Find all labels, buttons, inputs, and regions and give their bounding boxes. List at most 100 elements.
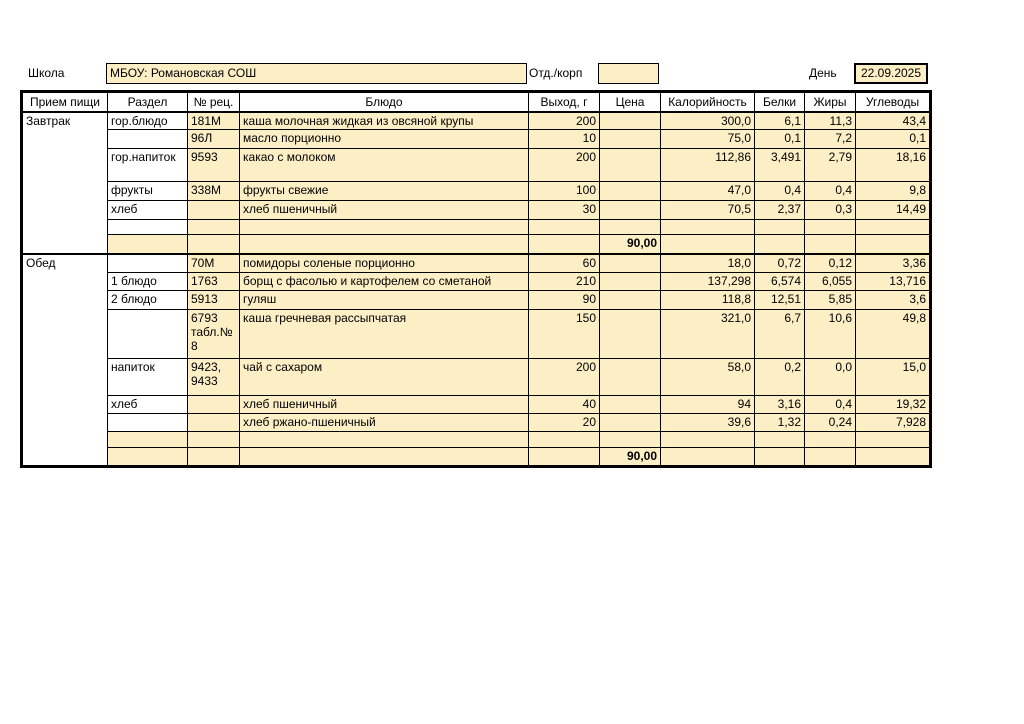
cal-cell: 58,0: [660, 358, 755, 396]
rec-cell: 6793 табл.№ 8: [187, 309, 240, 359]
fat-cell: 0,4: [804, 181, 856, 201]
dept-field[interactable]: [598, 63, 659, 84]
protein-cell: 3,491: [754, 148, 805, 182]
table-row: хлеб хлеб пшеничный 30 70,5 2,37 0,3 14,49: [22, 200, 931, 220]
fat-cell: 0,3: [804, 200, 856, 220]
carb-cell: 14,49: [855, 200, 931, 220]
carb-cell: 9,8: [855, 181, 931, 201]
protein-cell: 6,574: [754, 272, 805, 291]
column-header: Углеводы: [855, 91, 931, 113]
table-head: Прием пищи Раздел № рец. Блюдо Выход, г Цена К…: [21, 91, 931, 113]
fat-cell: 0,24: [804, 413, 856, 432]
carb-cell: 15,0: [855, 358, 931, 396]
carb-cell: [855, 219, 931, 235]
table-row: 1 блюдо 1763 борщ с фасолью и картофелем с…: [22, 272, 931, 291]
cal-cell: 75,0: [660, 129, 755, 149]
dish-cell: масло порционно: [239, 129, 529, 149]
carb-cell: 19,32: [855, 395, 931, 414]
fat-cell: [804, 219, 856, 235]
table-row: Обед 70М помидоры соленые порционно 60 18,0 0…: [21, 252, 931, 467]
razdel-cell: [107, 447, 188, 467]
price-cell: [599, 148, 661, 182]
out-cell: 30: [528, 200, 600, 220]
protein-cell: 2,37: [754, 200, 805, 220]
out-cell: [528, 234, 600, 254]
out-cell: 40: [528, 395, 600, 414]
rec-cell: [187, 431, 240, 448]
school-field[interactable]: МБОУ: Романовская СОШ: [106, 63, 527, 84]
razdel-cell: 1 блюдо: [107, 272, 188, 291]
dish-cell: фрукты свежие: [239, 181, 529, 201]
carb-cell: [855, 234, 931, 254]
table-row: 96Л масло порционно 10 75,0 0,1 7,2 0,1: [22, 129, 931, 149]
price-cell: [599, 395, 661, 414]
cal-cell: 39,6: [660, 413, 755, 432]
dish-cell: хлеб ржано-пшеничный: [239, 413, 529, 432]
protein-cell: 0,4: [754, 181, 805, 201]
price-cell: 90,00: [599, 234, 661, 254]
price-cell: [599, 181, 661, 201]
protein-cell: 1,32: [754, 413, 805, 432]
fat-cell: [804, 234, 856, 254]
razdel-cell: [107, 219, 188, 235]
carb-cell: 0,1: [855, 129, 931, 149]
fat-cell: 5,85: [804, 290, 856, 310]
day-field[interactable]: 22.09.2025: [854, 63, 928, 84]
dish-cell: хлеб пшеничный: [239, 200, 529, 220]
protein-cell: [754, 219, 805, 235]
cal-cell: 70,5: [660, 200, 755, 220]
price-cell: [599, 219, 661, 235]
razdel-cell: напиток: [107, 358, 188, 396]
out-cell: 20: [528, 413, 600, 432]
out-cell: [528, 447, 600, 467]
day-label: День: [809, 66, 837, 80]
dish-cell: [239, 431, 529, 448]
header-row: Прием пищи Раздел № рец. Блюдо Выход, г Цена К…: [21, 91, 931, 113]
protein-cell: [754, 234, 805, 254]
table-row: [22, 219, 931, 235]
protein-cell: 6,7: [754, 309, 805, 359]
protein-cell: [754, 447, 805, 467]
razdel-cell: [107, 234, 188, 254]
out-cell: 200: [528, 358, 600, 396]
out-cell: 100: [528, 181, 600, 201]
fat-cell: 0,12: [804, 252, 856, 273]
cal-cell: 18,0: [660, 252, 755, 273]
column-header: Раздел: [107, 91, 188, 113]
out-cell: 60: [528, 252, 600, 273]
fat-cell: 11,3: [804, 110, 856, 130]
razdel-cell: гор.блюдо: [107, 110, 188, 130]
fat-cell: [804, 447, 856, 467]
table-row: хлеб ржано-пшеничный 20 39,6 1,32 0,24 7,928: [22, 413, 931, 432]
protein-cell: [754, 431, 805, 448]
carb-cell: 3,36: [855, 252, 931, 273]
fat-cell: 0,0: [804, 358, 856, 396]
carb-cell: 3,6: [855, 290, 931, 310]
table-row: фрукты 338М фрукты свежие 100 47,0 0,4 0,4 9,8: [22, 181, 931, 201]
dish-cell: помидоры соленые порционно: [239, 252, 529, 273]
price-cell: [599, 358, 661, 396]
rec-cell: 338М: [187, 181, 240, 201]
cal-cell: [660, 234, 755, 254]
rec-cell: 70М: [187, 252, 240, 273]
fat-cell: 0,4: [804, 395, 856, 414]
rec-cell: [187, 219, 240, 235]
out-cell: 150: [528, 309, 600, 359]
column-header: Прием пищи: [21, 91, 108, 113]
dish-cell: борщ с фасолью и картофелем со сметаной: [239, 272, 529, 291]
dept-label: Отд./корп: [529, 66, 583, 80]
table-row: гор.напиток 9593 какао с молоком 200 112,86 3…: [22, 148, 931, 182]
rec-cell: 9423, 9433: [187, 358, 240, 396]
dish-cell: какао с молоком: [239, 148, 529, 182]
fat-cell: 7,2: [804, 129, 856, 149]
dish-cell: гуляш: [239, 290, 529, 310]
price-cell: [599, 129, 661, 149]
table-row: 6793 табл.№ 8 каша гречневая рассыпчатая 1…: [22, 309, 931, 359]
out-cell: 10: [528, 129, 600, 149]
form-spacer: [659, 63, 802, 84]
price-cell: [599, 431, 661, 448]
razdel-cell: 2 блюдо: [107, 290, 188, 310]
table-row: 90,00: [22, 447, 931, 467]
out-cell: [528, 431, 600, 448]
